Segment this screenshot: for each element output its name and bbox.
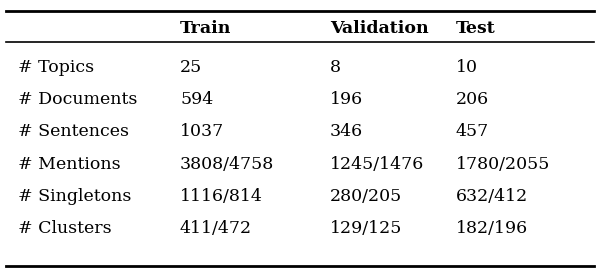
Text: 3808/4758: 3808/4758 bbox=[180, 156, 274, 173]
Text: 206: 206 bbox=[456, 91, 489, 108]
Text: 8: 8 bbox=[330, 59, 341, 76]
Text: # Topics: # Topics bbox=[18, 59, 94, 76]
Text: 411/472: 411/472 bbox=[180, 220, 252, 237]
Text: 196: 196 bbox=[330, 91, 363, 108]
Text: # Sentences: # Sentences bbox=[18, 123, 129, 140]
Text: 457: 457 bbox=[456, 123, 489, 140]
Text: Test: Test bbox=[456, 20, 496, 37]
Text: 129/125: 129/125 bbox=[330, 220, 403, 237]
Text: Train: Train bbox=[180, 20, 232, 37]
Text: 182/196: 182/196 bbox=[456, 220, 528, 237]
Text: Validation: Validation bbox=[330, 20, 428, 37]
Text: 280/205: 280/205 bbox=[330, 188, 402, 205]
Text: # Singletons: # Singletons bbox=[18, 188, 131, 205]
Text: 1780/2055: 1780/2055 bbox=[456, 156, 550, 173]
Text: 1037: 1037 bbox=[180, 123, 224, 140]
Text: # Documents: # Documents bbox=[18, 91, 137, 108]
Text: # Clusters: # Clusters bbox=[18, 220, 112, 237]
Text: 25: 25 bbox=[180, 59, 202, 76]
Text: 594: 594 bbox=[180, 91, 213, 108]
Text: # Mentions: # Mentions bbox=[18, 156, 121, 173]
Text: 1116/814: 1116/814 bbox=[180, 188, 263, 205]
Text: 346: 346 bbox=[330, 123, 363, 140]
Text: 10: 10 bbox=[456, 59, 478, 76]
Text: 632/412: 632/412 bbox=[456, 188, 528, 205]
Text: 1245/1476: 1245/1476 bbox=[330, 156, 424, 173]
